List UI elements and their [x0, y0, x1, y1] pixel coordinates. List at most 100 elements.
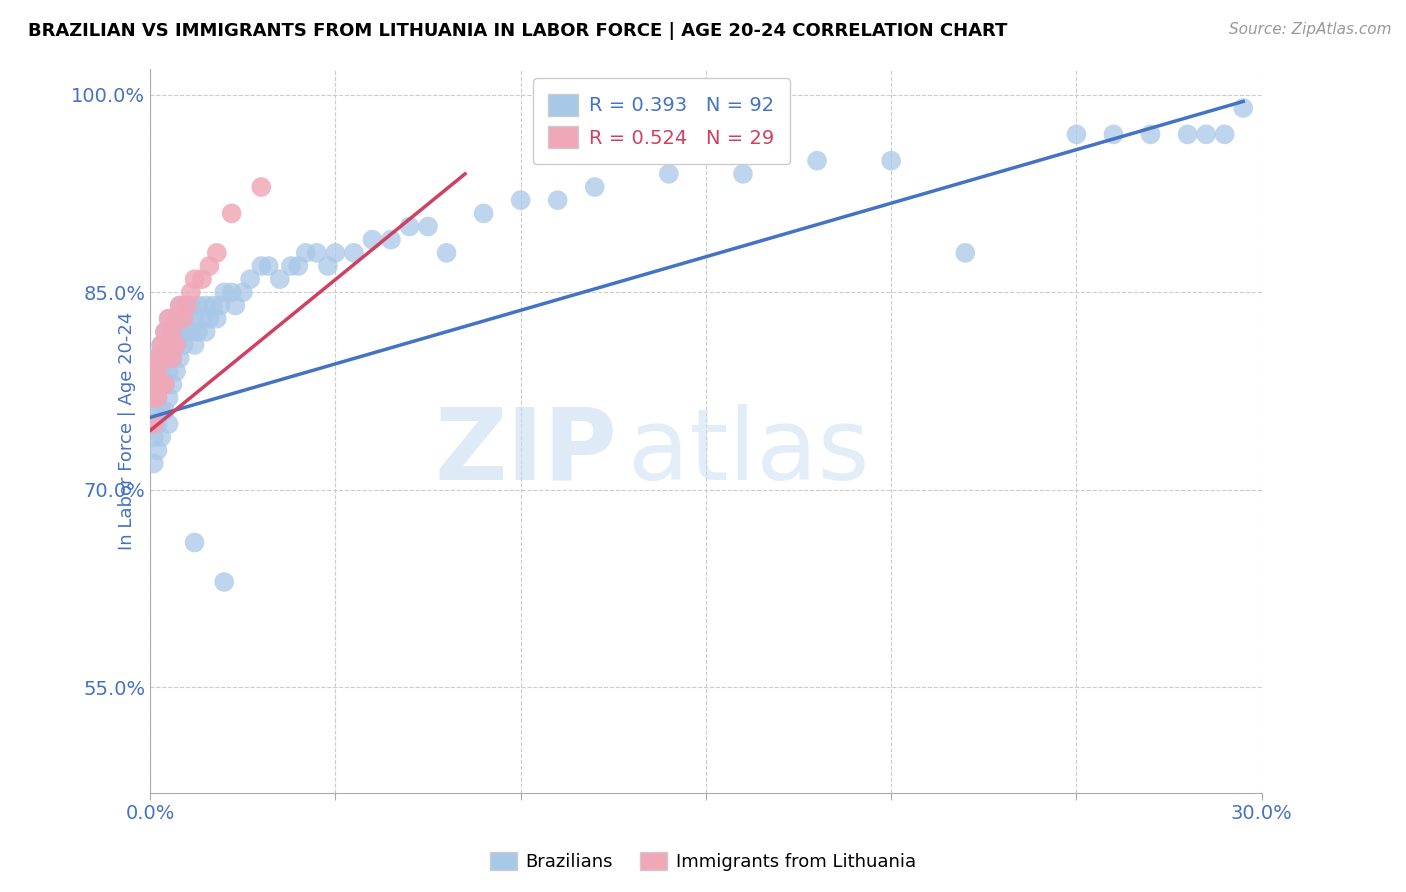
Point	[162, 351, 184, 366]
Point	[142, 417, 165, 431]
Point	[176, 325, 198, 339]
Point	[472, 206, 495, 220]
Point	[153, 377, 176, 392]
Point	[416, 219, 439, 234]
Point	[191, 311, 214, 326]
Point	[294, 245, 316, 260]
Point	[150, 351, 173, 366]
Point	[169, 325, 191, 339]
Point	[1066, 128, 1088, 142]
Point	[183, 272, 205, 286]
Point	[880, 153, 903, 168]
Point	[316, 259, 339, 273]
Point	[198, 259, 221, 273]
Point	[1195, 128, 1218, 142]
Point	[142, 364, 165, 378]
Legend: Brazilians, Immigrants from Lithuania: Brazilians, Immigrants from Lithuania	[482, 845, 924, 879]
Point	[146, 443, 169, 458]
Point	[162, 377, 184, 392]
Point	[187, 325, 209, 339]
Point	[269, 272, 291, 286]
Point	[142, 391, 165, 405]
Point	[287, 259, 309, 273]
Point	[191, 272, 214, 286]
Point	[250, 259, 273, 273]
Point	[142, 430, 165, 444]
Point	[142, 364, 165, 378]
Point	[165, 338, 187, 352]
Point	[153, 325, 176, 339]
Point	[180, 299, 202, 313]
Point	[176, 299, 198, 313]
Point	[146, 351, 169, 366]
Point	[194, 299, 217, 313]
Point	[172, 311, 194, 326]
Point	[547, 193, 569, 207]
Point	[146, 364, 169, 378]
Point	[250, 180, 273, 194]
Point	[157, 311, 180, 326]
Point	[183, 338, 205, 352]
Point	[209, 299, 232, 313]
Point	[150, 377, 173, 392]
Point	[221, 285, 243, 300]
Point	[187, 299, 209, 313]
Point	[169, 299, 191, 313]
Point	[361, 233, 384, 247]
Point	[343, 245, 366, 260]
Point	[436, 245, 458, 260]
Point	[165, 311, 187, 326]
Point	[146, 391, 169, 405]
Point	[955, 245, 977, 260]
Point	[146, 417, 169, 431]
Point	[509, 193, 531, 207]
Point	[142, 417, 165, 431]
Point	[157, 311, 180, 326]
Point	[162, 351, 184, 366]
Point	[150, 364, 173, 378]
Point	[257, 259, 280, 273]
Point	[150, 404, 173, 418]
Point	[1232, 101, 1254, 115]
Point	[157, 338, 180, 352]
Point	[280, 259, 302, 273]
Point	[150, 351, 173, 366]
Point	[153, 377, 176, 392]
Point	[162, 325, 184, 339]
Point	[150, 430, 173, 444]
Text: ZIP: ZIP	[434, 404, 617, 500]
Point	[169, 299, 191, 313]
Point	[183, 535, 205, 549]
Point	[198, 311, 221, 326]
Legend: R = 0.393   N = 92, R = 0.524   N = 29: R = 0.393 N = 92, R = 0.524 N = 29	[533, 78, 790, 164]
Point	[305, 245, 328, 260]
Y-axis label: In Labor Force | Age 20-24: In Labor Force | Age 20-24	[118, 311, 136, 549]
Point	[172, 338, 194, 352]
Point	[157, 338, 180, 352]
Point	[165, 364, 187, 378]
Point	[194, 325, 217, 339]
Point	[153, 351, 176, 366]
Point	[169, 351, 191, 366]
Point	[658, 167, 681, 181]
Point	[212, 574, 235, 589]
Point	[150, 338, 173, 352]
Point	[1139, 128, 1161, 142]
Point	[180, 325, 202, 339]
Point	[224, 299, 246, 313]
Point	[180, 285, 202, 300]
Point	[380, 233, 402, 247]
Point	[325, 245, 347, 260]
Point	[176, 299, 198, 313]
Point	[205, 245, 228, 260]
Text: Source: ZipAtlas.com: Source: ZipAtlas.com	[1229, 22, 1392, 37]
Point	[153, 351, 176, 366]
Point	[1177, 128, 1199, 142]
Point	[142, 404, 165, 418]
Point	[157, 417, 180, 431]
Point	[232, 285, 254, 300]
Point	[202, 299, 225, 313]
Point	[157, 364, 180, 378]
Point	[398, 219, 420, 234]
Point	[183, 311, 205, 326]
